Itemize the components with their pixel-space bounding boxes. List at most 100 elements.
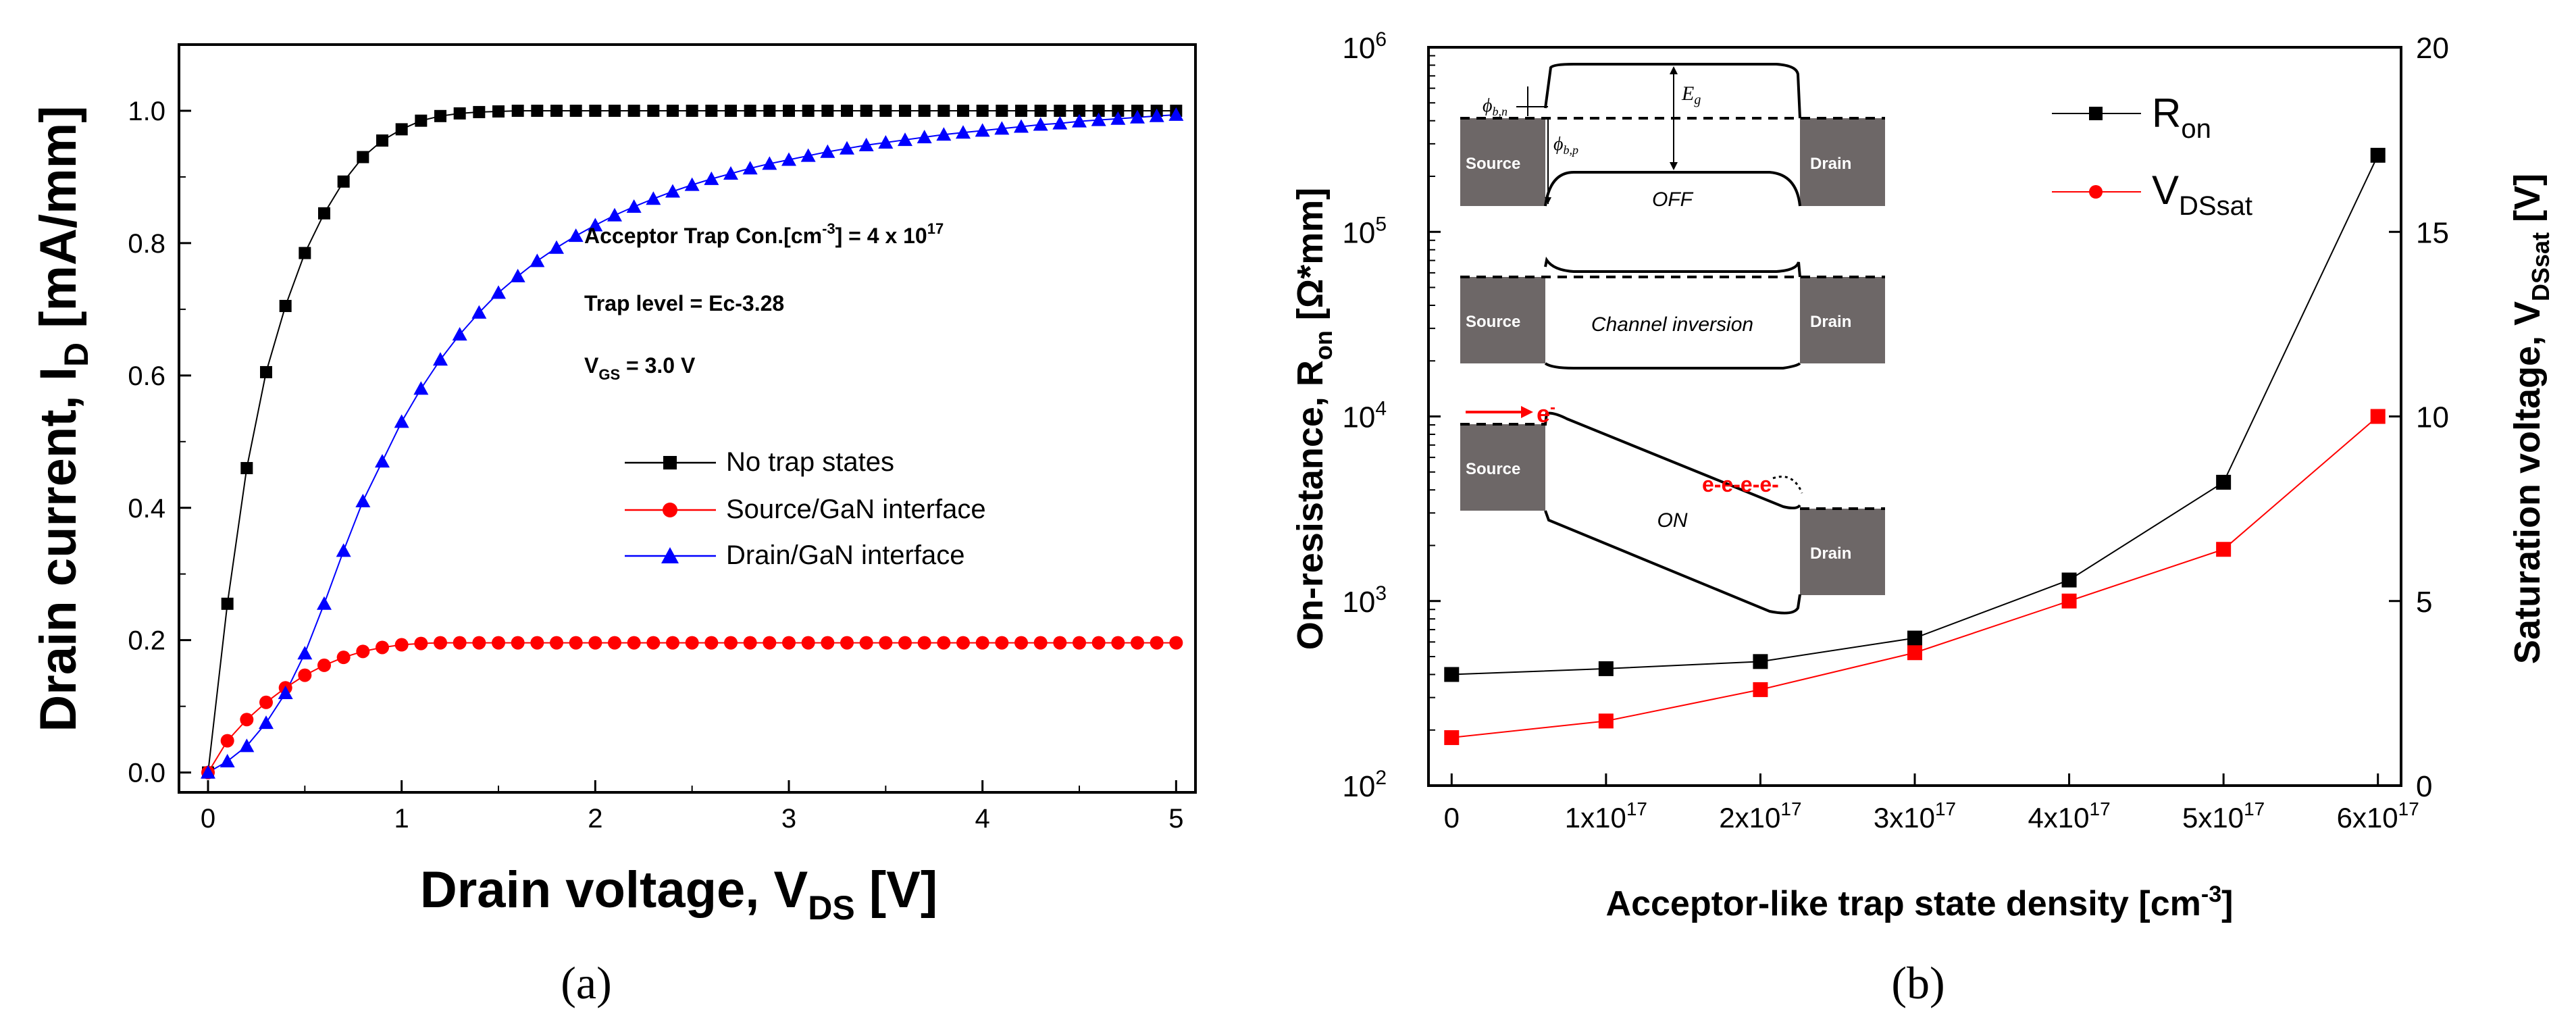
data-point — [1598, 661, 1614, 676]
data-point — [297, 646, 313, 660]
y-tick-label: 1.0 — [128, 97, 165, 126]
data-point — [840, 141, 854, 155]
data-point — [956, 636, 970, 650]
data-point — [550, 636, 563, 650]
data-point — [414, 636, 428, 651]
data-point — [589, 104, 602, 117]
data-point — [1073, 636, 1086, 650]
data-point — [1014, 636, 1028, 650]
data-point — [1072, 113, 1087, 128]
right-y-tick-label: 0 — [2416, 770, 2432, 803]
data-point — [704, 636, 719, 650]
band-diagram-inversion: Source Drain Channel inversion — [1460, 256, 1885, 369]
panel-a-y-ticks: 0.0 0.2 0.4 0.6 0.8 1.0 — [128, 97, 191, 788]
on-drain-label: Drain — [1810, 544, 1851, 563]
data-point — [2216, 474, 2232, 490]
panel-b-legend: Ron VDSsat — [2052, 91, 2252, 221]
data-point — [608, 636, 621, 650]
panel-b-x-ticks: 0 1x1017 2x1017 3x1017 4x1017 5x1017 6x1017 — [1444, 773, 2419, 834]
data-point — [240, 713, 254, 727]
inversion-drain-block — [1800, 277, 1885, 363]
data-point — [279, 299, 292, 312]
data-point — [413, 381, 429, 395]
legend-entry-vdssat: VDSsat — [2152, 168, 2252, 221]
panel-a-series-markers — [201, 104, 1184, 780]
data-point — [723, 166, 738, 180]
annotation-trap-concentration: Acceptor Trap Con.[cm-3] = 4 x 1017 — [584, 220, 944, 248]
data-point — [337, 175, 350, 188]
data-point — [569, 636, 583, 650]
inversion-source-label: Source — [1466, 313, 1520, 331]
data-point — [878, 134, 894, 149]
data-point — [1092, 104, 1105, 117]
band-diagram-on: e- e-e-e-e- Source Drain ON — [1460, 399, 1885, 615]
data-point — [1110, 111, 1126, 125]
data-point — [2370, 147, 2386, 163]
panel-a-x-axis-title: Drain voltage, VDS [V] — [420, 861, 937, 927]
data-point — [879, 104, 892, 117]
panel-b-right-y-axis-title: Saturation voltage, VDSsat [V] — [2507, 174, 2554, 664]
panel-a-series-lines — [207, 109, 1177, 773]
data-point — [201, 765, 215, 779]
x-tick-label: 6x1017 — [2337, 798, 2419, 834]
data-point — [376, 134, 388, 147]
data-point — [607, 207, 622, 222]
data-point — [530, 636, 544, 650]
data-point — [1131, 636, 1144, 650]
left-y-tick-label: 102 — [1342, 767, 1387, 803]
legend-marker-triangle — [661, 547, 679, 563]
data-point — [609, 104, 621, 117]
data-point — [724, 636, 738, 650]
x-tick-label: 0 — [201, 804, 215, 834]
data-point — [744, 104, 756, 117]
series-line — [1451, 155, 2379, 675]
data-point — [355, 493, 371, 507]
data-point — [743, 636, 757, 650]
data-point — [318, 207, 330, 220]
on-drain-block — [1800, 509, 1885, 595]
data-point — [646, 636, 661, 650]
data-point — [995, 636, 1009, 650]
off-drain-block — [1800, 118, 1885, 206]
data-point — [879, 636, 893, 650]
data-point — [802, 104, 815, 117]
legend-marker-vdssat — [2089, 185, 2103, 199]
data-point — [1091, 112, 1106, 126]
data-point — [1091, 636, 1106, 650]
data-point — [415, 114, 428, 127]
panel-a-legend: No trap states Source/GaN interface Drai… — [625, 447, 986, 570]
x-tick-label: 2x1017 — [1719, 798, 1801, 834]
data-point — [1907, 645, 1922, 661]
data-point — [858, 137, 874, 151]
electron-cluster-label: e-e-e-e- — [1702, 472, 1779, 496]
off-source-block — [1460, 118, 1545, 206]
panel-a-x-ticks: 0 1 2 3 4 5 — [201, 780, 1183, 834]
data-point — [356, 644, 370, 659]
data-point — [511, 104, 524, 117]
data-point — [647, 104, 660, 117]
x-tick-label: 1 — [394, 804, 409, 834]
data-point — [1034, 104, 1047, 117]
panel-b-x-axis-title: Acceptor-like trap state density [cm-3] — [1606, 882, 2234, 923]
data-point — [1169, 636, 1183, 650]
data-point — [452, 327, 467, 341]
data-point — [299, 247, 311, 259]
inversion-state-label: Channel inversion — [1591, 313, 1753, 336]
data-point — [994, 121, 1010, 135]
data-point — [820, 144, 835, 158]
legend-entry-source-gan: Source/GaN interface — [726, 494, 986, 524]
data-point — [626, 199, 642, 213]
panel-b-left-y-ticks: 102 103 104 105 106 — [1342, 28, 1441, 803]
data-point — [859, 636, 873, 650]
data-point — [646, 191, 661, 205]
data-point — [1014, 119, 1029, 133]
data-point — [627, 636, 641, 650]
band-diagram-inset: ϕb,n ϕb,p Eg Source Drain OFF Source Dra… — [1460, 63, 1885, 615]
data-point — [491, 285, 506, 299]
x-tick-label: 5 — [1168, 804, 1183, 834]
data-point — [684, 177, 700, 191]
series-line — [207, 109, 1177, 773]
on-source-label: Source — [1466, 460, 1520, 478]
phi-bn-label: ϕb,n — [1483, 95, 1508, 118]
legend-marker-square — [663, 456, 677, 469]
